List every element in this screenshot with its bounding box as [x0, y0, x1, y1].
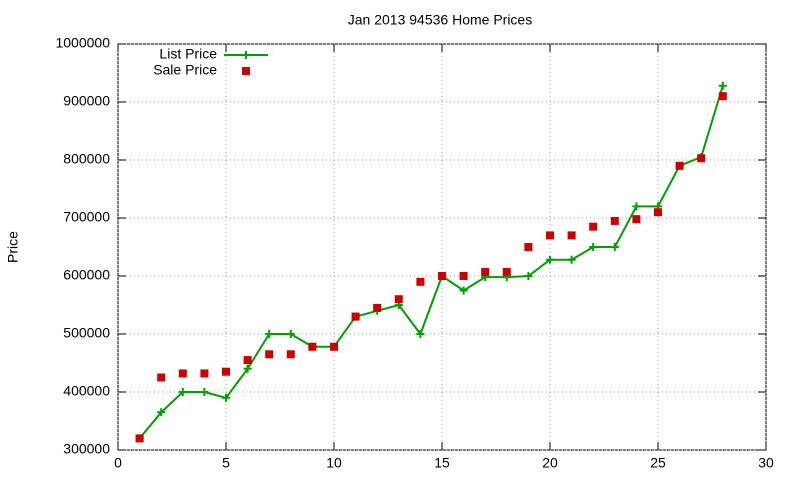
- point: [416, 277, 425, 286]
- legend-marker: [242, 67, 250, 75]
- point: [286, 350, 295, 359]
- point: [286, 330, 295, 338]
- point: [200, 369, 209, 378]
- y-tick-label: 600000: [63, 267, 110, 283]
- point: [157, 408, 166, 417]
- point: [394, 295, 403, 304]
- point: [200, 388, 209, 396]
- point: [330, 342, 338, 351]
- point: [243, 364, 252, 373]
- point: [502, 267, 511, 276]
- point: [654, 208, 662, 217]
- point: [610, 216, 619, 225]
- point: [524, 272, 533, 280]
- point: [265, 350, 274, 359]
- point: [178, 388, 187, 396]
- point: [459, 286, 468, 295]
- x-tick-label: 10: [326, 455, 342, 471]
- point: [481, 267, 490, 276]
- point: [222, 393, 230, 402]
- y-tick-label: 1000000: [55, 35, 110, 51]
- y-axis-label: Price: [5, 231, 21, 263]
- point: [351, 312, 360, 321]
- legend-marker: [242, 51, 250, 59]
- y-tick-label: 900000: [63, 93, 110, 109]
- x-tick-label: 20: [542, 455, 558, 471]
- point: [265, 330, 274, 338]
- point: [675, 161, 684, 170]
- point: [632, 202, 641, 211]
- point: [632, 215, 641, 224]
- x-tick-label: 25: [650, 455, 666, 471]
- legend-label: List Price: [159, 46, 217, 62]
- point: [546, 231, 554, 240]
- y-tick-label: 400000: [63, 383, 110, 399]
- point: [243, 356, 252, 365]
- point: [589, 222, 598, 231]
- point: [157, 373, 166, 382]
- point: [308, 342, 317, 351]
- point: [524, 243, 533, 251]
- series-line: [138, 85, 724, 440]
- y-tick-label: 300000: [63, 441, 110, 457]
- point: [546, 255, 554, 264]
- point: [373, 303, 382, 312]
- y-tick-label: 800000: [63, 151, 110, 167]
- legend-label: Sale Price: [153, 62, 217, 78]
- point: [178, 369, 187, 378]
- point: [438, 272, 446, 280]
- point: [135, 434, 144, 443]
- y-tick-label: 700000: [63, 209, 110, 225]
- point: [222, 367, 230, 376]
- point: [567, 231, 576, 240]
- point: [567, 255, 576, 264]
- x-tick-label: 30: [758, 455, 774, 471]
- x-tick-label: 5: [222, 455, 230, 471]
- point: [697, 154, 706, 163]
- point: [589, 243, 598, 251]
- x-tick-label: 0: [114, 455, 122, 471]
- point: [459, 272, 468, 280]
- x-tick-label: 15: [434, 455, 450, 471]
- point: [416, 330, 425, 338]
- point: [718, 81, 727, 90]
- chart-title: Jan 2013 94536 Home Prices: [348, 12, 532, 28]
- y-tick-label: 500000: [63, 325, 110, 341]
- point: [610, 243, 619, 251]
- point: [718, 92, 727, 101]
